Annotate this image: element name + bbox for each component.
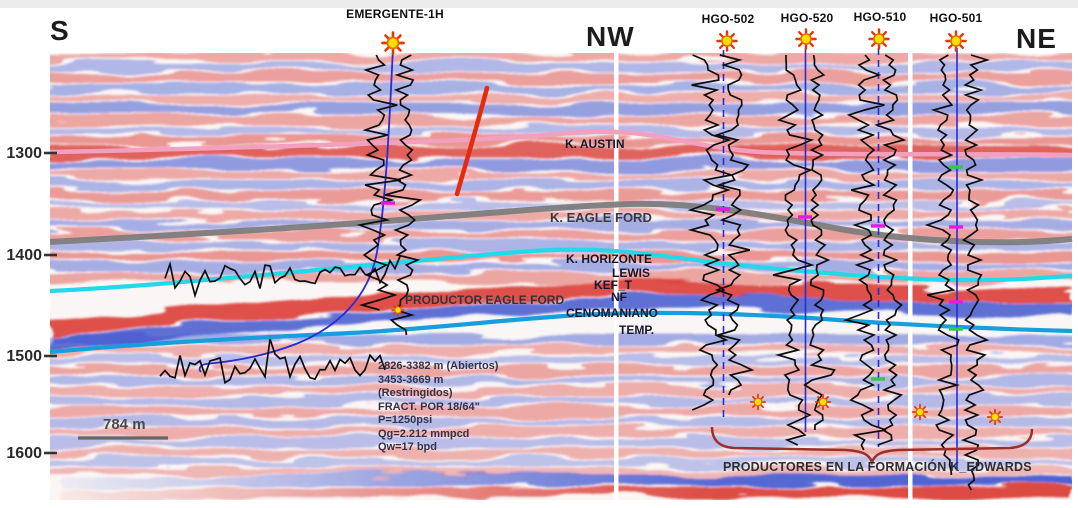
bottom-red-band [59, 487, 1073, 501]
well-data-line: (Restringidos) [378, 387, 453, 399]
section-bend-line-nw [614, 53, 619, 500]
well-data-line: FRACT. POR 18/64" [378, 400, 480, 413]
well-data-line: P=1250psi [378, 414, 433, 426]
amplitude-stripe [46, 136, 1076, 144]
right-margin [1072, 0, 1078, 508]
sun-icon [381, 31, 405, 55]
amplitude-stripe [46, 181, 1076, 189]
well-label-hgo-510: HGO-510 [853, 10, 907, 24]
amplitude-stripe [46, 366, 1076, 375]
amplitude-stripe [46, 335, 1076, 344]
horizon-k-austin-line [49, 129, 1073, 158]
amplitude-stripe [46, 231, 1076, 240]
amplitude-stripe [46, 73, 1076, 82]
scale-bar-label: 784 m [103, 416, 146, 433]
well-data-line: 2826-3382 m (Abiertos) [378, 360, 499, 372]
amplitude-stripe [46, 53, 1076, 61]
sun-icon [795, 28, 817, 50]
amplitude-stripe [46, 387, 1076, 395]
amplitude-stripe [46, 448, 1076, 456]
amplitude-stripe [46, 191, 1076, 200]
depth-tick-1300: 1300 [6, 145, 42, 162]
strong-blue-band [49, 295, 1073, 350]
orientation-label-nw: NW [586, 21, 635, 52]
producer-eagle-ford-label: PRODUCTOR EAGLE FORD [405, 293, 565, 307]
amplitude-stripe [46, 94, 1076, 102]
amplitude-stripe [46, 171, 1076, 179]
orientation-label-s: S [50, 15, 70, 46]
well-label-hgo-520: HGO-520 [780, 11, 834, 25]
amplitude-stripe [46, 438, 1076, 446]
sun-icon [945, 30, 967, 52]
horizon-label-nf: NF [611, 290, 627, 304]
depth-tick-1600: 1600 [6, 445, 42, 462]
amplitude-stripe [46, 356, 1076, 364]
well-completion-data: 2826-3382 m (Abiertos) 3453-3669 m (Rest… [378, 360, 498, 455]
amplitude-stripe [46, 116, 1076, 124]
well-label-hgo-501: HGO-501 [929, 11, 983, 25]
producers-brace [710, 426, 1034, 466]
sun-icon [911, 403, 929, 421]
amplitude-stripe [46, 458, 1076, 466]
amplitude-stripe [46, 346, 1076, 354]
top-gray-strip [0, 0, 1078, 8]
horizon-cenomaniano-line [49, 310, 1073, 355]
horizon-label-cenomaniano: CENOMANIANO [566, 306, 658, 320]
amplitude-stripe [46, 159, 1076, 169]
horizon-label-temp: TEMP. [619, 323, 655, 337]
producers-edwards-label: PRODUCTORES EN LA FORMACIÓN K_EDWARDS [723, 460, 1032, 474]
sun-icon [868, 28, 890, 50]
well-data-line: Qw=17 bpd [378, 441, 437, 453]
depth-tick-1400: 1400 [6, 247, 42, 264]
sun-icon [814, 393, 832, 411]
left-margin [0, 0, 50, 508]
amplitude-stripe [46, 407, 1076, 416]
amplitude-stripe [46, 146, 1076, 157]
top-margin [0, 0, 1078, 53]
amplitude-stripe [46, 468, 1076, 475]
horizon-k-eagle-ford-line [49, 200, 1073, 246]
horizon-label-k-horizonte: K. HORIZONTE [566, 252, 652, 266]
well-marker-ticks [381, 165, 963, 381]
amplitude-stripe [46, 418, 1076, 426]
well-log-curves [159, 54, 991, 491]
horizon-label-kef-t: KEF_T [594, 278, 633, 292]
well-label-hgo-502: HGO-502 [701, 12, 755, 26]
amplitude-stripe [46, 273, 1076, 282]
sun-icon [986, 408, 1004, 426]
amplitude-stripe [46, 221, 1076, 229]
sun-icon [749, 393, 767, 411]
amplitude-stripe [46, 377, 1076, 385]
amplitude-stripe [46, 211, 1076, 219]
amplitude-stripe [46, 126, 1076, 134]
well-data-line: Qg=2.212 mmpcd [378, 427, 470, 440]
well-data-line: 3453-3669 m [378, 373, 444, 386]
fault-line [454, 85, 490, 197]
well-label-emergente-1h: EMERGENTE-1H [346, 7, 444, 21]
amplitude-stripe [46, 63, 1076, 71]
amplitude-stripe [46, 104, 1076, 114]
well-path-emergente-1h [198, 47, 394, 373]
amplitude-stripe [46, 428, 1076, 436]
sun-icon [391, 303, 405, 317]
depth-tick-1500: 1500 [6, 348, 42, 365]
bottom-margin [0, 500, 1078, 508]
depth-axis-ticks [44, 151, 57, 455]
amplitude-stripe [46, 84, 1076, 92]
bottom-blue-band [59, 474, 1073, 490]
amplitude-stripe [46, 397, 1076, 405]
seismic-amplitude-bands [46, 53, 1076, 501]
horizon-label-k-austin: K. AUSTIN [565, 137, 625, 151]
horizon-label-lewis: LEWIS [612, 266, 650, 280]
sun-icon [716, 30, 738, 52]
amplitude-stripe [46, 263, 1076, 271]
amplitude-stripe [46, 252, 1076, 261]
amplitude-stripe [46, 242, 1076, 250]
horizon-label-k-eagle-ford: K. EAGLE FORD [550, 210, 652, 225]
orientation-label-ne: NE [1016, 23, 1057, 54]
